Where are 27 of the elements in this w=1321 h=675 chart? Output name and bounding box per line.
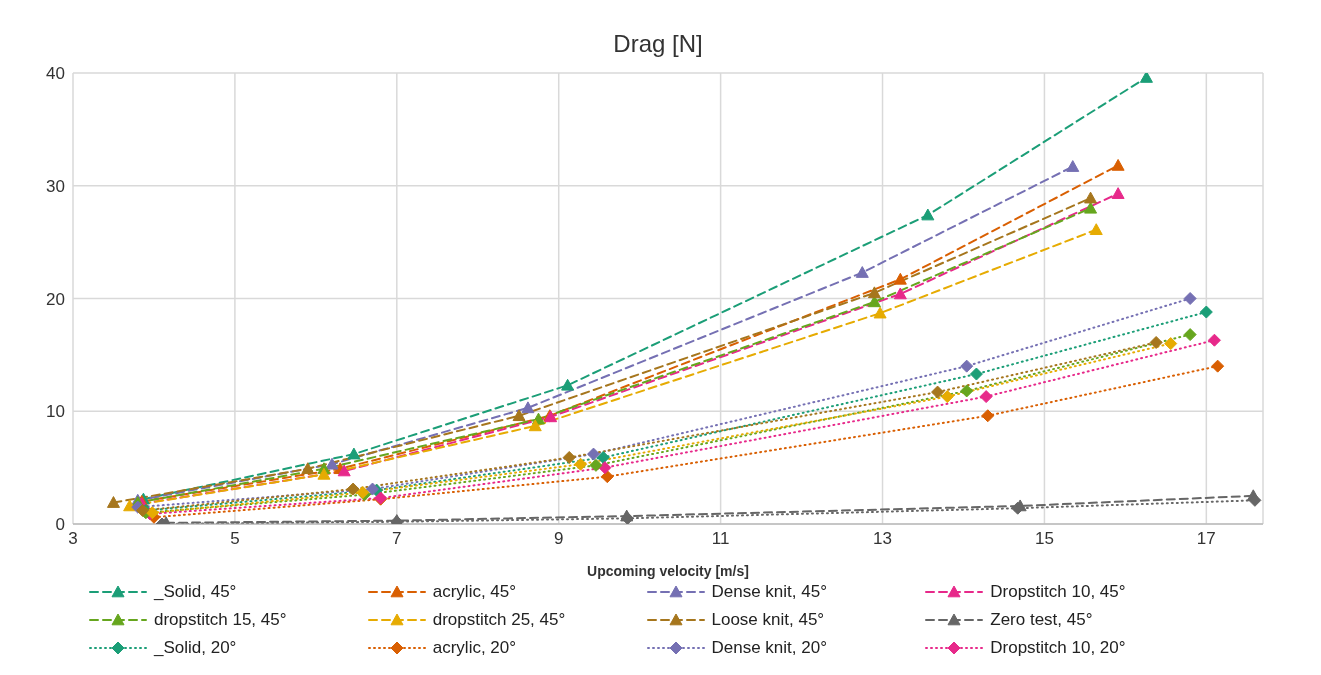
legend-label: Dense knit, 20°	[711, 638, 827, 658]
legend-label: Dropstitch 10, 20°	[990, 638, 1126, 658]
x-tick-label: 7	[392, 529, 402, 549]
legend-label: acrylic, 20°	[432, 638, 517, 658]
chart-title: Drag [N]	[612, 30, 704, 58]
x-tick-label: 17	[1196, 529, 1216, 549]
x-tick-label: 15	[1034, 529, 1054, 549]
y-tick-label: 30	[46, 176, 65, 196]
legend-label: acrylic, 45°	[432, 582, 517, 602]
y-tick-label: 20	[46, 289, 65, 309]
legend-label: Zero test, 45°	[990, 610, 1093, 630]
legend-label: dropstitch 15, 45°	[154, 610, 287, 630]
legend-label: Loose knit, 45°	[711, 610, 825, 630]
x-tick-label: 13	[873, 529, 892, 549]
y-tick-label: 40	[46, 64, 65, 84]
legend-label: _Solid, 45°	[154, 582, 237, 602]
legend-label: Dropstitch 10, 45°	[990, 582, 1126, 602]
x-tick-label: 11	[711, 529, 730, 549]
x-tick-label: 3	[68, 529, 78, 549]
legend-label: dropstitch 25, 45°	[432, 610, 566, 630]
x-tick-label: 9	[553, 529, 564, 549]
x-tick-label: 5	[230, 529, 240, 549]
y-tick-label: 10	[46, 402, 65, 422]
x-axis-title: Upcoming velocity [m/s]	[587, 563, 749, 579]
legend-label: _Solid, 20°	[154, 638, 237, 658]
y-tick-label: 0	[55, 515, 65, 535]
legend-label: Dense knit, 45°	[711, 582, 827, 602]
